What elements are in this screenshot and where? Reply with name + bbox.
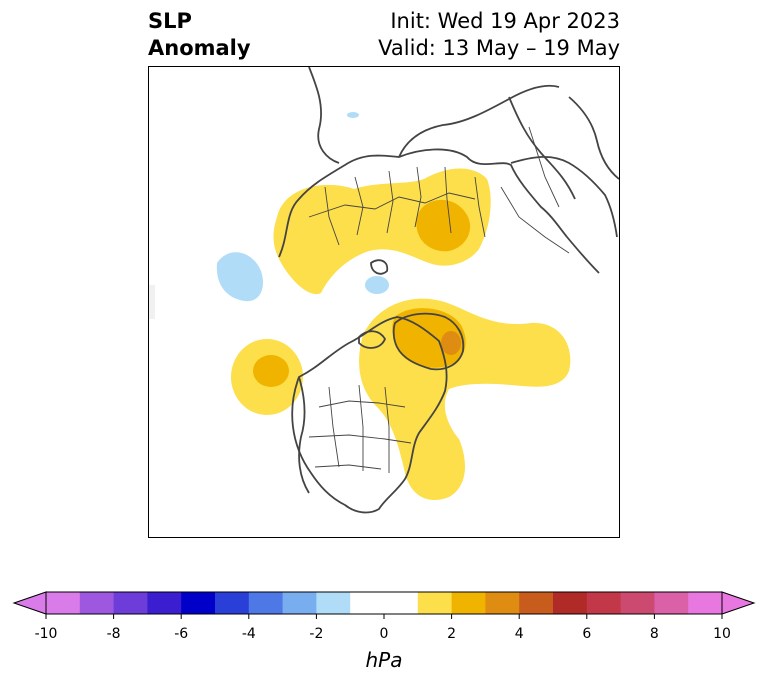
title-line-1: SLP: [148, 9, 192, 33]
colorbar-segment: [485, 592, 520, 614]
colorbar-segment: [79, 592, 115, 614]
anomaly-small: [347, 112, 359, 118]
colorbar-tick-label: 0: [379, 626, 389, 642]
map-canvas: [149, 67, 619, 537]
colorbar-segment: [417, 592, 453, 614]
colorbar-segment: [282, 592, 317, 614]
colorbar-segment: [350, 592, 385, 614]
anomaly-greenland-peak: [441, 331, 461, 355]
colorbar-tick-label: -10: [34, 626, 58, 642]
init-date: Init: Wed 19 Apr 2023: [390, 9, 620, 33]
colorbar-tick-label: 2: [447, 626, 457, 642]
anomaly-pacific-core: [253, 355, 289, 387]
colorbar-tick-label: -6: [174, 626, 189, 642]
colorbar-segment: [654, 592, 689, 614]
colorbar-segment: [113, 592, 148, 614]
anomaly-europe: [273, 168, 491, 295]
colorbar-tick-label: 6: [582, 626, 592, 642]
anomaly-ne-atlantic: [216, 252, 264, 302]
colorbar-tick-label: -8: [106, 626, 121, 642]
colorbar-segment: [688, 592, 723, 614]
coastlines: [278, 67, 619, 514]
borders: [308, 126, 570, 473]
colorbar-segment: [384, 592, 419, 614]
colorbar-segment: [147, 592, 182, 614]
colorbar-segment: [620, 592, 655, 614]
forecast-dates: Init: Wed 19 Apr 2023 Valid: 13 May – 19…: [378, 8, 620, 62]
colorbar-segment: [248, 592, 284, 614]
colorbar-segment: [46, 592, 81, 614]
colorbar-segment: [451, 592, 486, 614]
colorbar-extend-right: [721, 591, 756, 615]
map-title: SLP Anomaly: [148, 8, 251, 62]
polar-map: [148, 66, 620, 538]
colorbar-segment: [553, 592, 588, 614]
colorbar-tick-label: 8: [649, 626, 659, 642]
colorbar-extend-left: [12, 591, 47, 615]
colorbar-segment: [519, 592, 554, 614]
valid-range: Valid: 13 May – 19 May: [378, 36, 620, 60]
colorbar-segment: [181, 592, 216, 614]
anomaly-russia: [416, 199, 471, 252]
colorbar-tick-label: -2: [309, 626, 324, 642]
colorbar-unit: hPa: [365, 648, 403, 672]
title-line-2: Anomaly: [148, 36, 251, 60]
colorbar-tick-label: 4: [514, 626, 524, 642]
colorbar-segment: [215, 592, 250, 614]
anomaly-arctic: [365, 276, 389, 294]
colorbar-segment: [316, 592, 351, 614]
colorbar-segment: [586, 592, 622, 614]
colorbar: [12, 591, 756, 619]
colorbar-tick-label: -4: [241, 626, 256, 642]
colorbar-tick-label: 10: [713, 626, 731, 642]
